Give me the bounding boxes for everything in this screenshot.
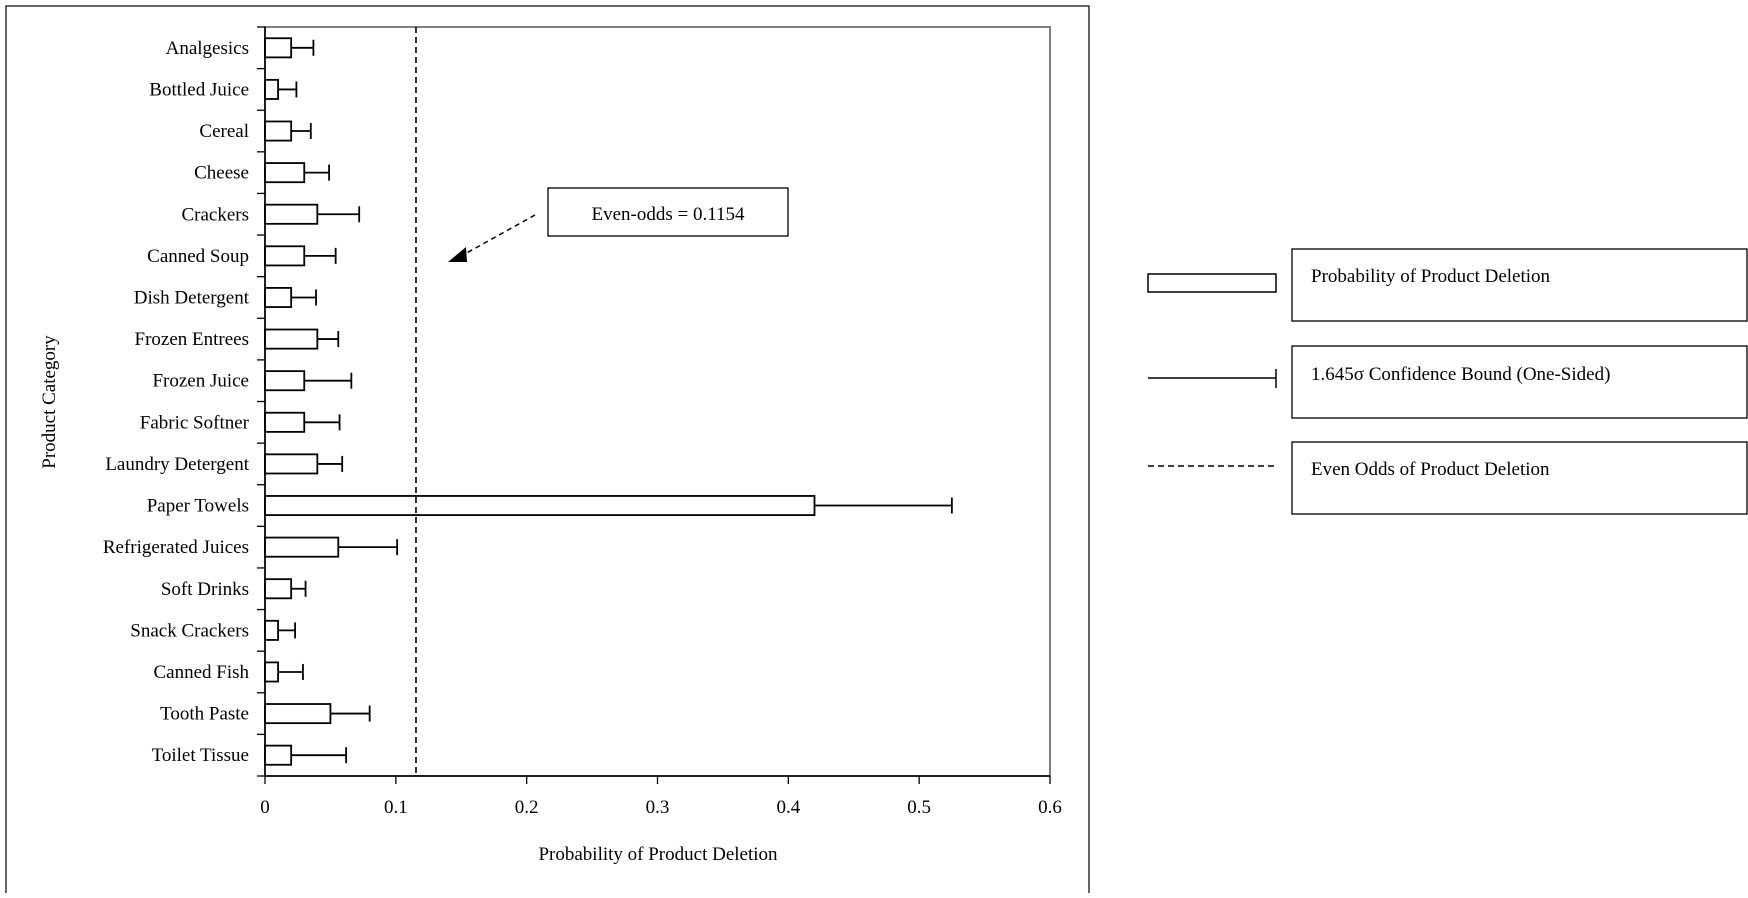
callout-arrow-head	[448, 247, 467, 262]
bar	[264, 120, 293, 142]
x-tick-label: 0	[260, 797, 270, 818]
y-axis-title: Product Category	[39, 335, 60, 469]
bar	[264, 287, 293, 308]
y-tick-label: Bottled Juice	[149, 79, 249, 100]
legend-confidence-label-box	[1291, 345, 1748, 419]
x-tick-label: 0.6	[1038, 797, 1062, 818]
y-tick-label: Frozen Juice	[152, 371, 249, 392]
bar	[264, 495, 816, 516]
y-tick-label: Frozen Entrees	[135, 329, 249, 350]
legend-item-bar: Probability of Product Deletion	[1147, 248, 1748, 322]
error-bars-layer	[278, 39, 953, 764]
y-tick-label: Snack Crackers	[130, 620, 249, 641]
bar	[264, 536, 340, 558]
bar	[264, 619, 279, 641]
even-odds-callout-text: Even-odds = 0.1154	[591, 204, 745, 225]
legend-even-odds-label-box	[1291, 441, 1748, 515]
bar	[264, 703, 332, 725]
legend-item-even-odds: Even Odds of Product Deletion	[1148, 441, 1748, 515]
y-tick-label: Tooth Paste	[160, 704, 249, 725]
callout-arrow-line	[462, 214, 536, 256]
y-tick-label: Laundry Detergent	[105, 454, 249, 475]
bar	[264, 578, 293, 600]
legend-bar-label: Probability of Product Deletion	[1311, 266, 1551, 287]
y-tick-label: Toilet Tissue	[152, 745, 249, 766]
bar	[264, 245, 306, 267]
y-tick-label: Crackers	[181, 204, 249, 225]
x-tick-label: 0.4	[776, 797, 800, 818]
y-tick-label: Paper Towels	[147, 496, 249, 517]
y-tick-label: Canned Soup	[147, 246, 249, 267]
x-axis-title: Probability of Product Deletion	[538, 844, 778, 865]
bar	[264, 203, 319, 225]
legend-even-odds-label: Even Odds of Product Deletion	[1311, 459, 1550, 480]
even-odds-callout: Even-odds = 0.1154	[448, 187, 789, 262]
bar	[264, 661, 279, 683]
bar	[264, 328, 319, 350]
legend: Probability of Product Deletion 1.645σ C…	[1147, 248, 1748, 515]
y-tick-label: Fabric Softner	[140, 412, 250, 433]
bar	[264, 453, 319, 475]
y-tick-label: Cereal	[199, 121, 249, 142]
x-tick-label: 0.1	[384, 797, 408, 818]
y-tick-label: Canned Fish	[153, 662, 249, 683]
x-tick-label: 0.5	[907, 797, 931, 818]
bar	[264, 162, 306, 184]
y-tick-label: Refrigerated Juices	[103, 537, 249, 558]
bar	[264, 411, 306, 433]
y-tick-label: Analgesics	[166, 38, 249, 59]
x-tick-label: 0.3	[646, 797, 670, 818]
even-odds-callout-box	[547, 187, 789, 237]
bar	[264, 744, 293, 766]
legend-bar-label-box	[1291, 248, 1748, 322]
bar	[264, 370, 306, 392]
bar	[264, 37, 293, 59]
plot-area	[264, 26, 1051, 777]
y-tick-label: Cheese	[194, 163, 249, 184]
axes-layer: Analgesics Bottled Juice Cereal Cheese Crack…	[103, 26, 1062, 818]
legend-confidence-label: 1.645σ Confidence Bound (One-Sided)	[1311, 364, 1610, 385]
y-tick-label: Soft Drinks	[161, 579, 249, 600]
legend-item-confidence: 1.645σ Confidence Bound (One-Sided)	[1148, 345, 1748, 419]
bar	[264, 78, 279, 100]
x-tick-label: 0.2	[515, 797, 539, 818]
y-tick-label: Dish Detergent	[134, 287, 250, 308]
legend-bar-swatch	[1147, 273, 1277, 293]
